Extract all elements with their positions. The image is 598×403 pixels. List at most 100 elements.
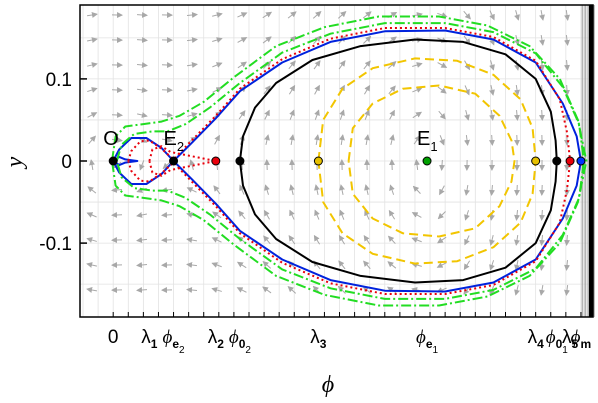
field-arrow — [564, 9, 570, 21]
field-arrow — [489, 260, 495, 271]
field-arrow — [412, 185, 421, 194]
field-arrow — [489, 134, 495, 146]
field-arrow — [464, 184, 470, 196]
field-arrow — [87, 186, 97, 194]
field-arrow — [363, 260, 371, 270]
field-arrow — [314, 209, 320, 220]
field-arrow — [186, 187, 197, 193]
point-phim-pt — [576, 156, 586, 166]
equilibrium-points: O E2 E1 — [103, 128, 586, 166]
field-arrow — [411, 237, 422, 243]
field-arrow — [564, 284, 570, 296]
point-phi02-pt — [235, 156, 245, 166]
field-arrow — [364, 109, 370, 120]
field-arrow — [412, 87, 423, 93]
field-arrow — [411, 212, 422, 218]
field-arrow — [238, 110, 246, 120]
field-arrow — [438, 110, 446, 120]
field-arrow — [136, 12, 148, 18]
field-arrow — [239, 184, 245, 195]
field-arrow — [338, 260, 346, 270]
y-axis-title: y — [2, 156, 28, 169]
x-tick-label-lambda3: λ3 — [310, 327, 327, 351]
field-arrow — [237, 12, 248, 18]
field-arrow — [86, 262, 97, 268]
field-arrow — [212, 37, 223, 43]
x-tick-label-lambda4: λ4 — [528, 327, 545, 351]
field-arrow — [186, 287, 198, 293]
field-arrow — [187, 112, 198, 118]
field-arrow — [262, 11, 273, 19]
field-arrow — [437, 62, 448, 68]
point-E2 — [169, 156, 179, 166]
field-arrow — [388, 85, 396, 95]
field-arrow — [489, 85, 495, 96]
field-arrow — [464, 134, 470, 146]
field-arrow — [189, 159, 195, 170]
field-arrow — [489, 109, 495, 121]
field-arrow — [313, 234, 321, 245]
point-lambda3-pt — [313, 156, 323, 166]
field-arrow — [237, 61, 247, 69]
x-tick-label-phi-e2: ϕe2 — [163, 327, 186, 356]
x-tick-label-phi-02: ϕ02 — [229, 327, 252, 356]
curve-green-outer — [111, 15, 588, 307]
field-arrow — [412, 62, 423, 68]
field-arrow — [262, 286, 272, 294]
field-arrow — [289, 209, 295, 220]
field-arrow — [389, 134, 395, 145]
point-label-E2: E2 — [164, 128, 185, 154]
x-tick-label-phi-01: ϕ01 — [546, 327, 569, 356]
field-arrow — [87, 112, 98, 118]
field-arrow — [364, 134, 370, 146]
field-arrow — [564, 34, 570, 46]
field-arrow — [136, 262, 148, 268]
field-arrow — [289, 184, 295, 195]
field-arrow — [489, 184, 495, 196]
point-lambda4-pt — [531, 156, 541, 166]
x-tick-label-zero: 0 — [108, 327, 119, 348]
field-arrow — [564, 209, 570, 221]
field-arrow — [339, 109, 345, 120]
field-arrow — [88, 135, 97, 145]
x-axis-title: ϕ — [322, 372, 334, 398]
field-arrow — [111, 187, 123, 193]
field-arrow — [212, 62, 223, 68]
field-arrow — [389, 184, 395, 195]
field-arrow — [211, 287, 222, 293]
x-tick-label-lambda2: λ2 — [208, 327, 225, 351]
field-arrow — [289, 109, 295, 120]
field-arrow — [186, 262, 198, 268]
field-arrow — [489, 10, 495, 21]
curve-green-inner — [115, 22, 585, 300]
field-arrow — [212, 211, 222, 219]
point-lambda2-pt — [211, 156, 221, 166]
field-arrow — [262, 261, 272, 269]
field-arrow — [314, 184, 320, 195]
field-arrow — [89, 159, 95, 171]
field-arrow — [514, 184, 520, 196]
y-tick-label: -0.1 — [39, 234, 72, 255]
field-arrow — [264, 109, 270, 120]
field-arrow — [263, 60, 272, 69]
field-arrow — [238, 210, 246, 220]
field-arrow — [161, 112, 173, 118]
point-lambda5-pt — [565, 156, 575, 166]
field-arrow — [363, 35, 372, 44]
field-arrow — [437, 86, 447, 94]
field-arrow — [364, 184, 370, 195]
point-label-O: O — [103, 128, 119, 150]
field-arrow — [463, 10, 471, 20]
field-arrow — [211, 262, 222, 268]
field-arrow — [564, 59, 570, 71]
plot-frame — [79, 4, 594, 318]
field-arrow — [136, 237, 148, 243]
field-arrow — [186, 237, 198, 243]
field-arrow — [539, 109, 545, 121]
field-arrow — [464, 235, 470, 246]
field-arrow — [137, 112, 148, 118]
field-arrow — [211, 237, 222, 243]
field-arrow — [439, 159, 445, 171]
x-tick-label-phi-e1: ϕe1 — [416, 327, 439, 356]
